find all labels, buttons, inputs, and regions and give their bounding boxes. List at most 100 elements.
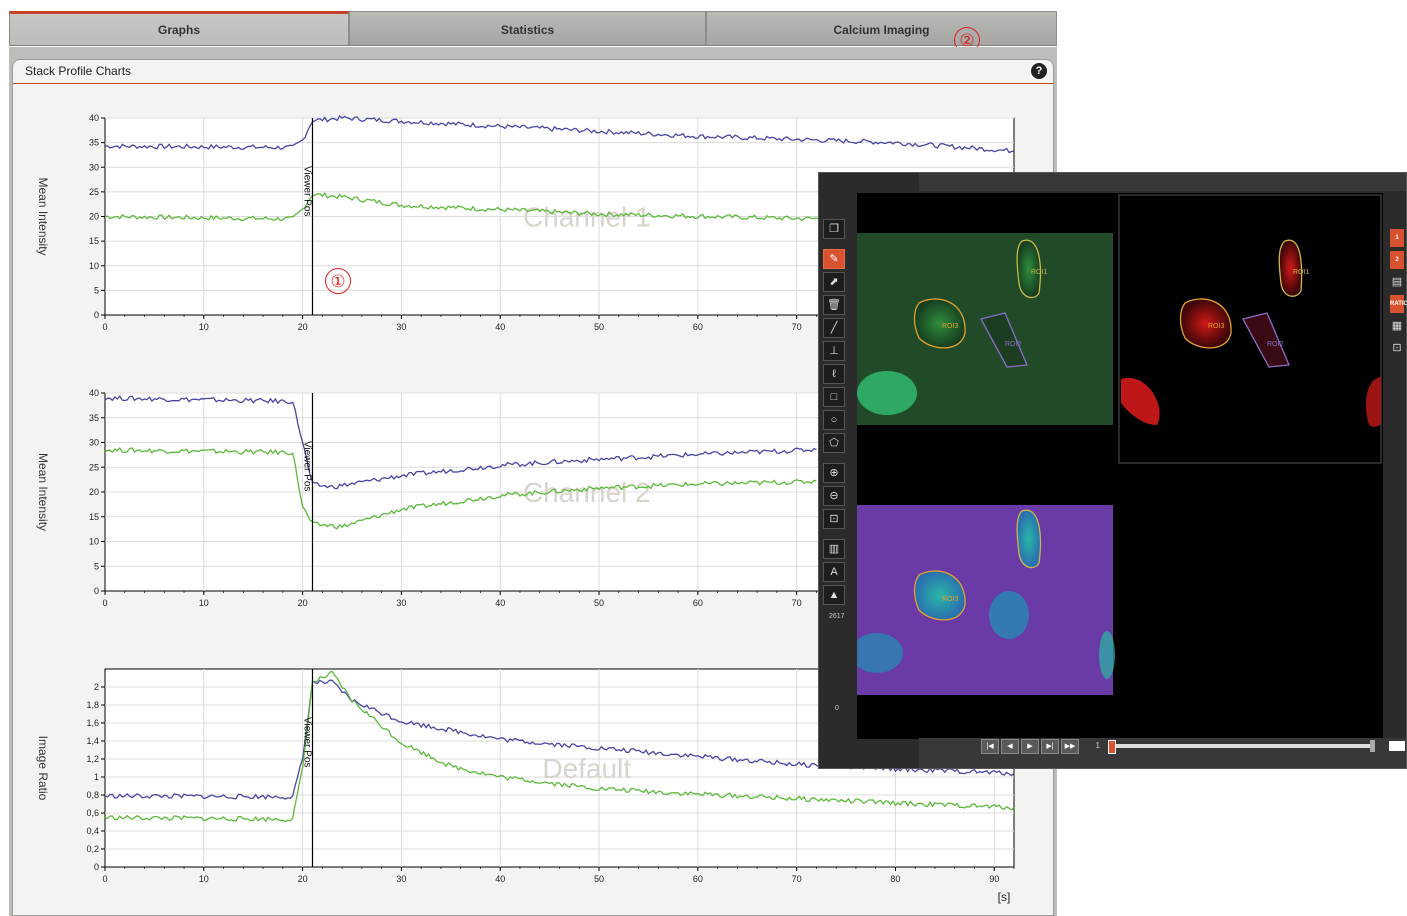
y-tick-label: 2 bbox=[94, 682, 99, 692]
slider-knob[interactable] bbox=[1108, 740, 1117, 754]
series-line bbox=[104, 394, 817, 490]
y-tick-label: 1,4 bbox=[86, 736, 99, 746]
lut-max-value: 2617 bbox=[829, 613, 845, 620]
y-tick-label: 0,8 bbox=[86, 790, 99, 800]
slider-end-marker bbox=[1370, 740, 1376, 752]
text-icon[interactable]: A bbox=[823, 562, 845, 582]
viewer-side-bar: 1 2 ▤ RATIO ▦ ⊡ bbox=[1388, 229, 1407, 361]
y-tick-label: 10 bbox=[89, 537, 99, 547]
y-tick-label: 15 bbox=[89, 236, 99, 246]
chart-watermark: Channel 2 bbox=[523, 477, 651, 508]
roi-label: ROI2 bbox=[1005, 341, 1021, 348]
roi-outline bbox=[980, 312, 1028, 368]
x-tick-label: 20 bbox=[298, 874, 308, 884]
roi-label: ROI3 bbox=[942, 596, 958, 603]
y-tick-label: 30 bbox=[89, 438, 99, 448]
y-tick-label: 1,2 bbox=[86, 754, 99, 764]
line-icon[interactable]: ╱ bbox=[823, 318, 845, 338]
roi-outline bbox=[1278, 239, 1303, 297]
histogram-icon[interactable]: ▲ bbox=[823, 585, 845, 605]
roi-outline bbox=[1179, 298, 1232, 349]
frame-indicator bbox=[1388, 741, 1405, 751]
polygon-icon[interactable]: ⬠ bbox=[823, 433, 845, 453]
image-viewport[interactable]: ROI1 ROI3 ROI2 ROI1 ROI3 ROI2 bbox=[829, 193, 1383, 739]
cell-blob bbox=[1099, 631, 1115, 679]
freehand-icon[interactable]: ℓ bbox=[823, 364, 845, 384]
viewer-position-label: Viewer Pos bbox=[301, 717, 312, 767]
tab-bar: Graphs Statistics Calcium Imaging bbox=[9, 11, 1057, 47]
roi-outline bbox=[1242, 312, 1290, 368]
ellipse-icon[interactable]: ○ bbox=[823, 410, 845, 430]
y-tick-label: 0,2 bbox=[86, 844, 99, 854]
measure-icon[interactable]: ⊥ bbox=[823, 341, 845, 361]
channels-icon[interactable]: ▥ bbox=[823, 539, 845, 559]
x-tick-label: 20 bbox=[298, 322, 308, 332]
cell-blob bbox=[857, 633, 903, 673]
screen-icon[interactable]: ⊡ bbox=[1392, 342, 1402, 354]
y-tick-label: 25 bbox=[89, 462, 99, 472]
roi-pick-icon[interactable]: ⬈ bbox=[823, 272, 845, 292]
tab-statistics[interactable]: Statistics bbox=[349, 11, 706, 46]
y-tick-label: 0,6 bbox=[86, 808, 99, 818]
y-tick-label: 30 bbox=[89, 162, 99, 172]
export-icon[interactable]: ▦ bbox=[1391, 320, 1403, 332]
y-tick-label: 35 bbox=[89, 413, 99, 423]
roi-outline bbox=[1016, 509, 1042, 569]
panel-title: Stack Profile Charts bbox=[25, 64, 132, 78]
zoom-out-icon[interactable]: ⊖ bbox=[823, 486, 845, 506]
x-tick-label: 10 bbox=[199, 874, 209, 884]
next-frame-button[interactable]: ▶| bbox=[1041, 739, 1059, 754]
frame-slider[interactable] bbox=[1108, 740, 1376, 754]
roi-label: ROI3 bbox=[942, 323, 958, 330]
y-tick-label: 0 bbox=[94, 310, 99, 320]
y-tick-label: 0,4 bbox=[86, 826, 99, 836]
ratio-button[interactable]: RATIO bbox=[1390, 295, 1407, 313]
y-tick-label: 5 bbox=[94, 285, 99, 295]
image-canvas: ROI1 ROI3 ROI2 ROI1 ROI3 ROI2 bbox=[857, 194, 1382, 695]
cell-blob bbox=[1365, 377, 1381, 427]
x-tick-label: 20 bbox=[298, 598, 308, 608]
cell-blob bbox=[989, 591, 1029, 639]
x-tick-label: 80 bbox=[890, 874, 900, 884]
zoom-in-icon[interactable]: ⊕ bbox=[823, 463, 845, 483]
y-tick-label: 40 bbox=[89, 113, 99, 123]
rectangle-icon[interactable]: □ bbox=[823, 387, 845, 407]
y-axis-label: Mean Intensity bbox=[36, 453, 50, 531]
play-button[interactable]: ▶ bbox=[1021, 739, 1039, 754]
last-frame-button[interactable]: ▶▶ bbox=[1061, 739, 1079, 754]
x-tick-label: 60 bbox=[693, 598, 703, 608]
x-tick-label: 0 bbox=[102, 322, 107, 332]
help-icon[interactable]: ? bbox=[1031, 63, 1047, 79]
y-tick-label: 0 bbox=[94, 586, 99, 596]
cell-blob bbox=[857, 371, 917, 415]
trash-icon[interactable]: 🗑 bbox=[823, 295, 845, 315]
viewer-bottom-strip bbox=[919, 738, 1406, 768]
x-tick-label: 40 bbox=[495, 874, 505, 884]
copy-icon[interactable]: ❐ bbox=[823, 219, 845, 239]
tab-calcium-imaging[interactable]: Calcium Imaging bbox=[706, 11, 1057, 46]
ratio-image bbox=[857, 505, 1113, 695]
viewer-title-strip bbox=[919, 173, 1406, 191]
layers-icon[interactable]: ▤ bbox=[1391, 276, 1403, 288]
roi-label: ROI1 bbox=[1031, 269, 1047, 276]
cell-blob bbox=[1121, 377, 1160, 425]
callout-marker-one: ① bbox=[325, 268, 351, 294]
x-tick-label: 40 bbox=[495, 598, 505, 608]
y-tick-label: 20 bbox=[89, 487, 99, 497]
y-tick-label: 35 bbox=[89, 138, 99, 148]
fit-icon[interactable]: ⊡ bbox=[823, 509, 845, 529]
tab-graphs[interactable]: Graphs bbox=[9, 11, 349, 46]
playback-controls: |◀ ◀ ▶ ▶| ▶▶ 1 bbox=[981, 739, 1405, 755]
channel-2-button[interactable]: 2 bbox=[1390, 251, 1404, 269]
roi-outline bbox=[913, 298, 966, 349]
viewer-toolbar: ❐ ✎ ⬈ 🗑 ╱ ⊥ ℓ □ ○ ⬠ ⊕ ⊖ ⊡ ▥ A ▲ bbox=[823, 219, 847, 608]
x-tick-label: 70 bbox=[792, 874, 802, 884]
pencil-icon[interactable]: ✎ bbox=[823, 249, 845, 269]
channel-1-button[interactable]: 1 bbox=[1390, 229, 1404, 247]
viewer-position-label: Viewer Pos bbox=[301, 166, 312, 216]
x-tick-label: 0 bbox=[102, 874, 107, 884]
roi-outline bbox=[1016, 239, 1042, 299]
series-line bbox=[104, 670, 1015, 823]
first-frame-button[interactable]: |◀ bbox=[981, 739, 999, 754]
previous-frame-button[interactable]: ◀ bbox=[1001, 739, 1019, 754]
